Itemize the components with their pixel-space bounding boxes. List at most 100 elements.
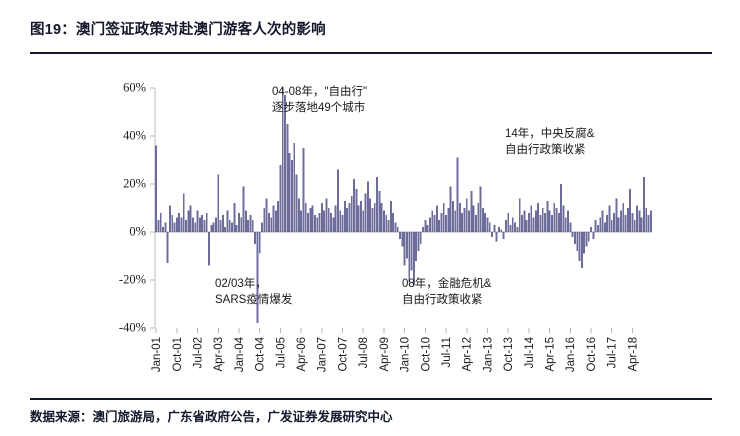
bar: [341, 215, 344, 232]
bar: [442, 203, 445, 232]
bar: [284, 95, 286, 232]
y-axis-tick-label: 60%: [123, 80, 146, 94]
bar: [461, 212, 464, 232]
title-block: 图19：澳门签证政策对赴澳门游客人次的影响: [30, 18, 710, 39]
bar: [599, 217, 602, 232]
bar: [396, 227, 399, 232]
bar: [493, 224, 496, 232]
x-axis-tick-label: Oct-07: [337, 337, 349, 372]
bar: [378, 191, 381, 232]
bar: [622, 203, 625, 232]
bar: [629, 188, 632, 232]
y-axis-tick-label: 20%: [123, 176, 146, 190]
bar: [481, 208, 484, 232]
bar: [189, 205, 192, 232]
bar: [288, 152, 291, 232]
bar: [192, 217, 194, 232]
bar: [224, 227, 227, 232]
bar: [182, 193, 185, 232]
x-axis-tick-label: Jan-07: [317, 337, 329, 372]
bar: [603, 222, 606, 232]
bar: [369, 198, 372, 232]
bar: [580, 232, 583, 268]
bar: [228, 220, 231, 232]
bar: [215, 217, 217, 232]
bar: [325, 198, 328, 232]
bar: [560, 184, 563, 232]
bar: [643, 176, 645, 232]
x-axis-tick-label: Jan-01: [151, 337, 163, 372]
bar: [334, 205, 337, 232]
bar: [619, 210, 622, 232]
bar: [590, 227, 592, 232]
bar: [274, 210, 277, 232]
bar: [350, 196, 353, 232]
bar: [645, 208, 648, 232]
bar: [573, 232, 576, 244]
bar: [339, 210, 342, 232]
annotation-sars-line1: 02/03年，: [215, 278, 267, 290]
bar: [376, 176, 378, 232]
bar: [348, 203, 351, 232]
bar: [624, 215, 627, 232]
x-axis-tick-label: Jan-13: [482, 337, 494, 372]
bar: [394, 222, 397, 232]
bar: [330, 212, 332, 232]
bar: [509, 224, 512, 232]
bar: [500, 229, 503, 232]
bar: [475, 215, 477, 232]
bar: [521, 215, 523, 232]
bar: [297, 198, 300, 232]
bar: [557, 212, 560, 232]
bar: [458, 203, 461, 232]
bar: [295, 174, 298, 232]
bar: [649, 210, 652, 232]
y-axis-tick-label: -20%: [119, 272, 146, 286]
bar: [212, 222, 215, 232]
x-axis-tick-label: Jan-16: [565, 337, 577, 372]
bar: [196, 210, 199, 232]
bar: [251, 220, 254, 232]
y-axis-tick-label: 40%: [123, 128, 146, 142]
annotation-sars: 02/03年， SARS疫情爆发: [215, 276, 292, 308]
bar: [240, 217, 243, 232]
bar: [219, 220, 222, 232]
bar: [277, 200, 280, 232]
bar: [518, 198, 521, 232]
bar: [638, 210, 641, 232]
bar: [263, 208, 266, 232]
page-title: 图19：澳门签证政策对赴澳门游客人次的影响: [30, 22, 326, 38]
bar: [180, 217, 183, 232]
x-axis-tick-label: Apr-06: [296, 337, 308, 372]
x-axis-tick-label: Apr-03: [213, 337, 225, 372]
bar: [336, 169, 339, 232]
bar: [541, 208, 544, 232]
bar: [415, 232, 418, 261]
bar: [472, 205, 475, 232]
bar: [392, 212, 395, 232]
bar: [406, 232, 408, 259]
bar: [546, 200, 549, 232]
bar: [477, 203, 480, 232]
bar: [203, 220, 206, 232]
bar: [164, 222, 167, 232]
bar: [502, 232, 505, 240]
bar: [532, 217, 535, 232]
bar: [279, 164, 282, 232]
annotation-financial-crisis-line2: 自由行政策收紧: [402, 294, 483, 306]
bar: [463, 208, 466, 232]
bar: [419, 232, 422, 244]
bar: [491, 232, 494, 237]
bar: [548, 210, 551, 232]
bar: [567, 210, 569, 232]
bar: [636, 205, 638, 232]
bar: [403, 232, 406, 266]
bar: [210, 224, 213, 232]
bar: [166, 232, 169, 264]
bar: [238, 212, 240, 232]
bar: [343, 200, 346, 232]
x-axis-tick-label: Jul-14: [524, 336, 536, 368]
bar: [318, 212, 321, 232]
bar: [187, 210, 190, 232]
